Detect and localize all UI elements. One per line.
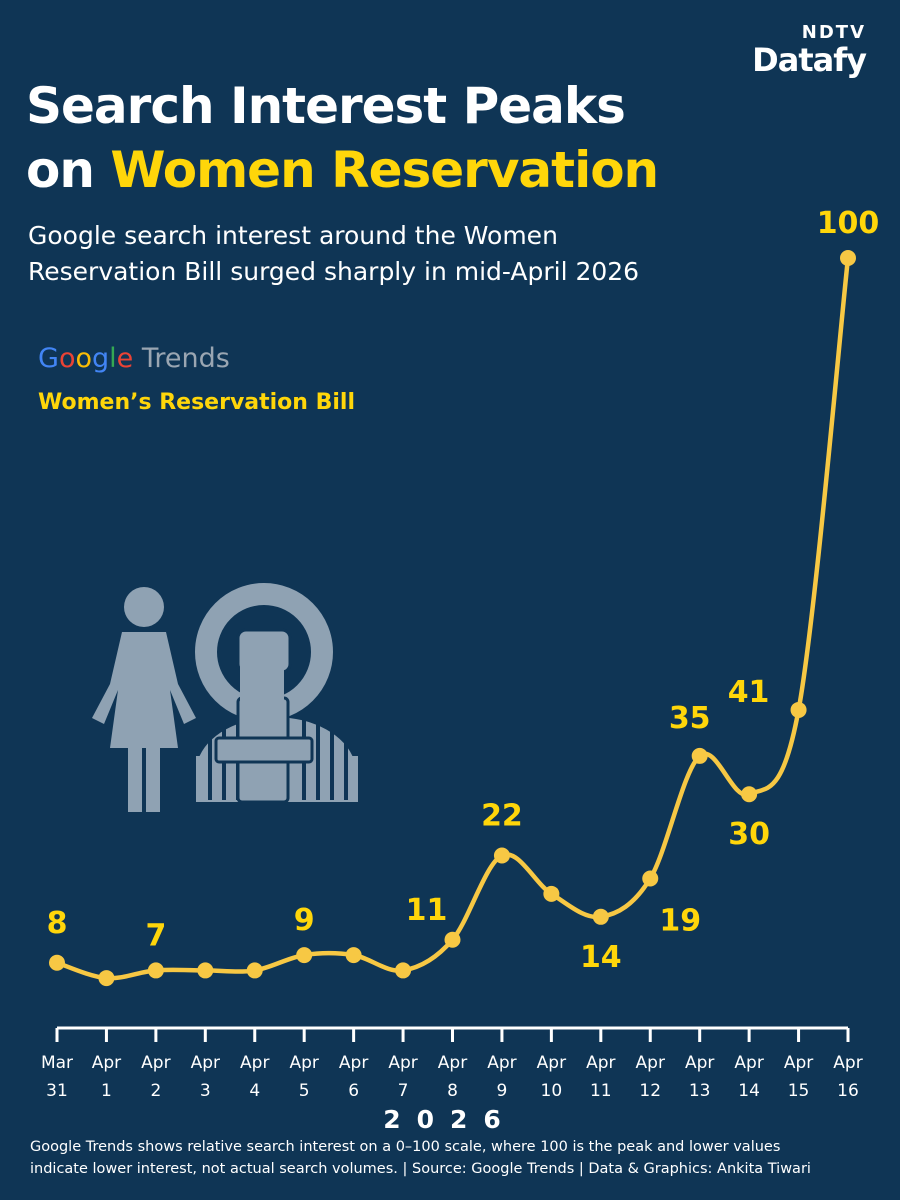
data-point-11 <box>592 908 609 925</box>
subtitle: Google search interest around the Women … <box>28 218 808 290</box>
x-tick-label-5: Apr 5 <box>289 1053 318 1101</box>
data-point-4 <box>246 962 263 979</box>
value-label-9: 22 <box>481 799 523 834</box>
x-tick-label-16: Apr 16 <box>833 1053 862 1101</box>
value-label-15: 41 <box>728 675 770 710</box>
value-label-14: 30 <box>728 817 770 852</box>
page-title: Search Interest Peaks on Women Reservati… <box>26 74 659 202</box>
google-letter-o2: o <box>75 343 92 374</box>
x-tick-label-3: Apr 3 <box>191 1053 220 1101</box>
x-tick-label-11: Apr 11 <box>586 1053 615 1101</box>
x-tick-label-0: Mar 31 <box>41 1053 73 1101</box>
title-highlight: Women Reservation <box>110 141 659 199</box>
value-label-11: 14 <box>580 940 622 975</box>
trends-word: Trends <box>133 343 230 374</box>
x-tick-label-13: Apr 13 <box>685 1053 714 1101</box>
title-line2-prefix: on <box>26 141 111 199</box>
women-parliament-illustration-icon <box>92 583 358 812</box>
value-label-2: 7 <box>145 918 166 953</box>
venus-fist-icon <box>195 583 333 804</box>
x-tick-label-10: Apr 10 <box>537 1053 566 1101</box>
footnote-line1: Google Trends shows relative search inte… <box>30 1139 781 1155</box>
data-point-13 <box>691 747 708 764</box>
x-axis-label: 2026 <box>383 1105 517 1134</box>
data-point-8 <box>444 931 461 948</box>
data-point-3 <box>197 962 214 979</box>
data-point-7 <box>395 962 412 979</box>
data-point-0 <box>49 954 65 971</box>
x-tick-label-14: Apr 14 <box>734 1053 763 1101</box>
data-point-12 <box>642 870 659 887</box>
google-wordmark: Google <box>38 343 133 374</box>
logo-datafy: Datafy <box>752 41 867 79</box>
data-point-5 <box>296 947 313 964</box>
subtitle-line2: Reservation Bill surged sharply in mid-A… <box>28 257 640 286</box>
google-letter-e: e <box>116 343 134 374</box>
footnote: Google Trends shows relative search inte… <box>30 1136 880 1180</box>
google-letter-l: l <box>109 343 117 374</box>
value-label-16: 100 <box>817 206 880 241</box>
x-tick-label-6: Apr 6 <box>339 1053 368 1101</box>
x-tick-label-2: Apr 2 <box>141 1053 170 1101</box>
google-letter-g2: g <box>92 343 110 374</box>
data-point-2 <box>147 962 164 979</box>
ndtv-datafy-logo: NDTV Datafy <box>752 22 867 79</box>
value-label-5: 9 <box>294 903 315 938</box>
x-tick-label-8: Apr 8 <box>438 1053 467 1101</box>
data-point-16 <box>840 250 856 266</box>
logo-ndtv: NDTV <box>801 22 866 43</box>
value-label-13: 35 <box>669 701 711 736</box>
data-point-6 <box>345 947 362 964</box>
x-tick-label-9: Apr 9 <box>487 1053 516 1101</box>
x-tick-label-4: Apr 4 <box>240 1053 269 1101</box>
data-point-10 <box>543 885 560 902</box>
google-letter-g: G <box>38 343 59 374</box>
subtitle-line1: Google search interest around the Women <box>28 221 558 250</box>
footnote-line2: indicate lower interest, not actual sear… <box>30 1161 811 1177</box>
value-label-8: 11 <box>406 893 448 928</box>
x-tick-label-12: Apr 12 <box>636 1053 665 1101</box>
value-label-0: 8 <box>47 906 68 941</box>
x-tick-label-1: Apr 1 <box>92 1053 121 1101</box>
data-point-15 <box>790 701 807 718</box>
google-letter-o1: o <box>58 343 76 374</box>
data-point-14 <box>741 786 758 803</box>
series-label: Women’s Reservation Bill <box>38 390 356 415</box>
woman-figure-icon <box>92 587 196 812</box>
x-tick-label-7: Apr 7 <box>388 1053 417 1101</box>
x-tick-label-15: Apr 15 <box>784 1053 813 1101</box>
data-point-1 <box>98 970 115 987</box>
value-label-12: 19 <box>659 903 701 938</box>
data-point-9 <box>493 847 510 864</box>
title-line1: Search Interest Peaks <box>26 77 626 135</box>
series-line <box>54 255 851 981</box>
google-trends-logo: Google Trends <box>38 343 230 374</box>
